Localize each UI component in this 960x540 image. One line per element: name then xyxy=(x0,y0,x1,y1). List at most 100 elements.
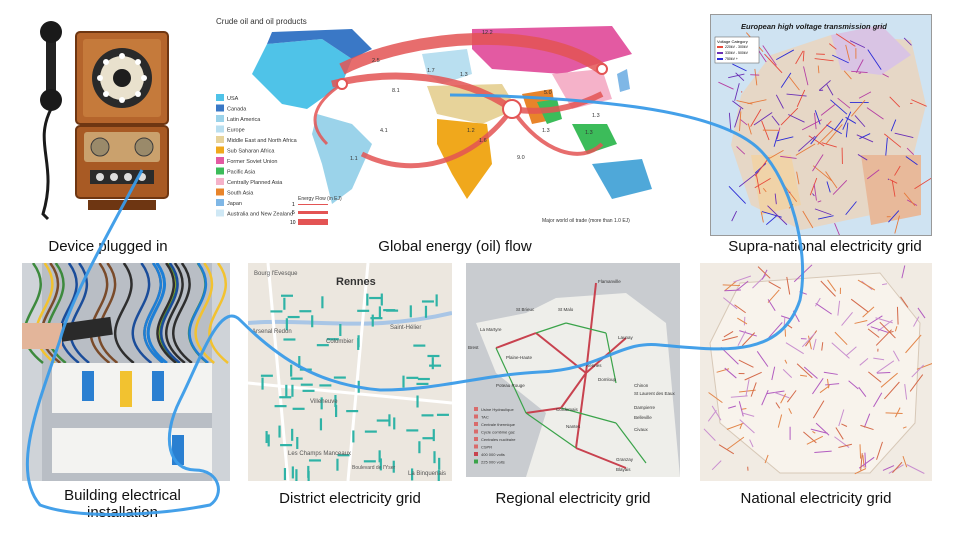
scale-5: 5 xyxy=(292,210,295,216)
transmission-line xyxy=(832,54,849,64)
national-label: National electricity grid xyxy=(740,490,892,507)
legend-label: Centrally Planned Asia xyxy=(227,180,283,186)
national-line xyxy=(876,372,891,374)
flow-value: 1.3 xyxy=(585,130,593,136)
regional-place: Nantes xyxy=(566,424,581,429)
transmission-line xyxy=(817,200,822,203)
transmission-line xyxy=(731,210,738,222)
national-line xyxy=(873,357,885,361)
regional-place: Rennes xyxy=(586,363,602,368)
national-line xyxy=(845,346,857,357)
regional-place: Poteau Rouge xyxy=(496,383,525,388)
national-line xyxy=(815,422,830,436)
regional-place: Domloup xyxy=(598,377,617,382)
transmission-line xyxy=(856,134,874,143)
transmission-line xyxy=(826,181,831,193)
transmission-line xyxy=(906,147,915,155)
oil-map-legend: USA Canada Latin America Europe Middle East … xyxy=(216,94,298,218)
national-line xyxy=(868,371,882,383)
place-7: Boulevard de l'Yser xyxy=(352,465,396,471)
regional-legend-mark xyxy=(474,444,478,449)
national-line xyxy=(821,342,824,351)
regional-legend-mark xyxy=(474,407,478,411)
national-line xyxy=(841,311,853,326)
national-line xyxy=(834,331,848,346)
transmission-line xyxy=(802,210,814,229)
national-line xyxy=(870,326,889,333)
transmission-line xyxy=(851,70,868,74)
regional-place: Belleville xyxy=(634,415,652,420)
regional-legend-label: Usine Hydraulique xyxy=(481,407,514,412)
transmission-line xyxy=(826,124,842,135)
supra-label: Supra-national electricity grid xyxy=(728,238,922,255)
transmission-line xyxy=(855,59,864,73)
national-line xyxy=(862,306,875,318)
transmission-line xyxy=(812,154,824,172)
grid-legend-3: 750kV + xyxy=(725,57,738,61)
transmission-line xyxy=(837,97,851,109)
national-line xyxy=(902,455,908,468)
transmission-line xyxy=(845,201,857,216)
national-line xyxy=(873,392,883,408)
national-line xyxy=(900,296,909,308)
flow-value: 8.1 xyxy=(392,88,400,94)
regional-legend-label: Centrales nucléaire xyxy=(481,437,516,442)
national-line xyxy=(860,453,863,471)
national-line xyxy=(916,363,932,370)
transmission-line xyxy=(894,215,900,234)
national-line xyxy=(885,412,903,414)
flow-value: 1.7 xyxy=(427,68,435,74)
regional-place: St Laurent des Eaux xyxy=(634,391,676,396)
place-2: Arsenal Redon xyxy=(252,329,292,335)
transmission-line xyxy=(813,183,817,201)
building-label-1: Building electrical xyxy=(64,487,181,504)
transmission-line xyxy=(764,53,783,74)
national-line xyxy=(875,329,892,346)
scale-10: 10 xyxy=(290,220,296,226)
transmission-line xyxy=(885,137,888,156)
legend-label: Europe xyxy=(227,128,245,134)
regional-place: Granzay xyxy=(616,457,634,462)
national-line xyxy=(894,407,901,418)
national-line xyxy=(810,428,828,434)
legend-swatch xyxy=(216,157,224,164)
national-line xyxy=(722,284,741,287)
transmission-line xyxy=(814,58,834,62)
national-line xyxy=(879,321,896,339)
transmission-line xyxy=(803,66,809,86)
national-line xyxy=(837,300,841,316)
grid-map-title: European high voltage transmission grid xyxy=(741,22,887,31)
flow-value: 1.3 xyxy=(592,113,600,119)
transmission-line xyxy=(854,115,866,128)
transmission-line xyxy=(762,45,777,66)
regional-place: Chinon xyxy=(634,383,649,388)
national-line xyxy=(815,302,832,315)
national-line xyxy=(876,441,883,460)
flow-value: 9.0 xyxy=(517,155,525,161)
flow-value: 5.0 xyxy=(544,90,552,96)
national-line xyxy=(858,386,867,398)
transmission-line xyxy=(780,72,792,88)
national-line xyxy=(825,383,840,386)
legend-label: Canada xyxy=(227,107,247,113)
oil-map-title: Crude oil and oil products xyxy=(216,17,307,26)
legend-label: Latin America xyxy=(227,117,261,123)
regional-legend-mark xyxy=(474,437,478,441)
transmission-line xyxy=(903,192,916,207)
grid-legend-1: 220kV - 300kV xyxy=(725,45,749,49)
transmission-line xyxy=(814,112,817,130)
national-line xyxy=(911,364,925,378)
transmission-line xyxy=(866,169,880,180)
transmission-line xyxy=(815,120,832,138)
transmission-line xyxy=(891,180,896,197)
regional-place: Plaine-Haute xyxy=(506,355,533,360)
transmission-line xyxy=(809,177,818,196)
transmission-line xyxy=(894,165,901,176)
legend-label: South Asia xyxy=(227,191,254,197)
legend-label: Sub Saharan Africa xyxy=(227,149,275,155)
transmission-line xyxy=(845,116,857,124)
transmission-line xyxy=(882,73,889,78)
legend-swatch xyxy=(216,199,224,206)
global-label: Global energy (oil) flow xyxy=(378,238,532,255)
regional-legend-mark xyxy=(474,429,478,434)
